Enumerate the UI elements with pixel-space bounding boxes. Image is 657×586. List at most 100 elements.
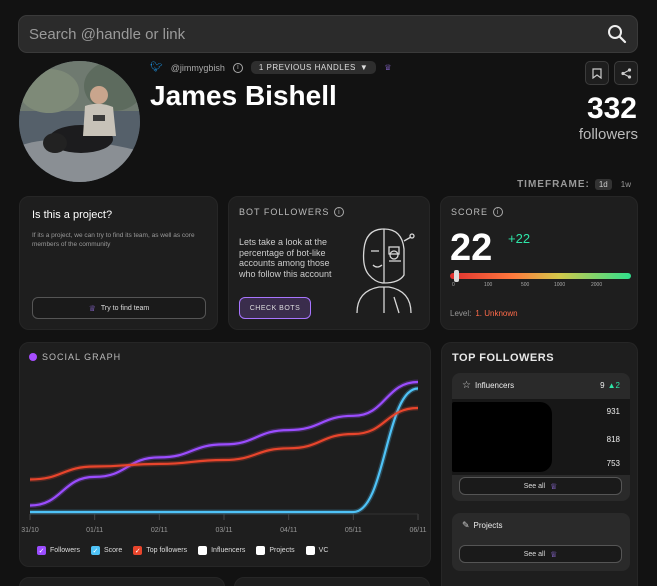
checkbox-icon[interactable] bbox=[198, 546, 208, 555]
influencers-count-value: 9 bbox=[600, 381, 605, 390]
score-title-text: SCORE bbox=[451, 207, 489, 217]
bottom-card-left bbox=[19, 577, 225, 586]
previous-handles-label: 1 PREVIOUS HANDLES bbox=[258, 63, 356, 72]
crown-icon: ♕ bbox=[384, 63, 392, 72]
timeframe-option-1d[interactable]: 1d bbox=[594, 179, 612, 190]
influencer-value: 931 bbox=[606, 407, 620, 416]
x-tick-label: 01/11 bbox=[86, 527, 103, 534]
influencers-label: Influencers bbox=[474, 381, 515, 390]
influencer-value: 818 bbox=[606, 435, 620, 444]
x-tick-label: 05/11 bbox=[345, 527, 362, 534]
scale-tick: 100 bbox=[484, 282, 493, 288]
timeframe-label: TIMEFRAME: bbox=[517, 179, 590, 190]
social-graph-title-text: SOCIAL GRAPH bbox=[42, 352, 122, 362]
purple-dot-icon bbox=[29, 353, 37, 361]
crown-icon: ♕ bbox=[550, 481, 558, 491]
series-line-top-followers bbox=[29, 406, 419, 481]
score-title: SCORE i bbox=[451, 207, 504, 217]
legend-label: Top followers bbox=[146, 547, 188, 554]
share-button[interactable] bbox=[614, 61, 638, 85]
top-followers-title: TOP FOLLOWERS bbox=[452, 352, 555, 364]
influencers-list: 931 818 753 bbox=[452, 399, 630, 475]
x-tick-label: 03/11 bbox=[216, 527, 233, 534]
search-input[interactable] bbox=[29, 25, 607, 43]
star-icon: ☆ bbox=[462, 380, 471, 391]
handle-text[interactable]: @jimmygbish bbox=[170, 62, 225, 73]
score-level-value: 1. Unknown bbox=[475, 309, 518, 318]
check-bots-button[interactable]: CHECK BOTS bbox=[239, 297, 311, 319]
profile-name: James Bishell bbox=[150, 80, 337, 111]
twitter-icon: 🐦︎ bbox=[150, 62, 163, 73]
projects-see-all-button[interactable]: See all ♕ bbox=[459, 545, 622, 563]
legend-item-top-followers[interactable]: ✓ Top followers bbox=[133, 546, 187, 555]
share-icon bbox=[620, 67, 631, 79]
legend-label: Score bbox=[103, 547, 123, 554]
social-graph-chart: 31/10 01/11 02/11 03/11 04/11 05/11 06/11 bbox=[21, 379, 427, 534]
checkbox-icon[interactable] bbox=[256, 546, 266, 555]
score-level-label: Level: bbox=[450, 309, 472, 318]
score-card: SCORE i 22 +22 0 100 500 1000 2000 Level… bbox=[440, 196, 638, 330]
avatar bbox=[19, 61, 140, 182]
followers-count: 332 bbox=[586, 92, 637, 125]
search-bar[interactable] bbox=[18, 15, 638, 53]
score-marker bbox=[453, 270, 459, 282]
checkbox-icon[interactable] bbox=[305, 546, 315, 555]
top-followers-card: TOP FOLLOWERS ☆ Influencers 9 ▲2 931 818… bbox=[441, 342, 638, 586]
series-line-score bbox=[30, 387, 419, 514]
bookmark-icon bbox=[592, 67, 602, 79]
legend-item-projects[interactable]: Projects bbox=[256, 546, 295, 555]
influencers-delta-value: 2 bbox=[615, 381, 620, 390]
x-tick-label: 02/11 bbox=[151, 527, 168, 534]
project-card-body: If its a project, we can try to find its… bbox=[32, 232, 195, 248]
redacted-block bbox=[452, 402, 552, 472]
see-all-label: See all bbox=[523, 550, 546, 558]
chart-legend: ✓ Followers ✓ Score ✓ Top followers Influencer… bbox=[37, 546, 328, 555]
influencer-value: 753 bbox=[606, 459, 620, 468]
info-icon[interactable]: i bbox=[493, 207, 504, 217]
projects-panel: ✎ Projects See all ♕ bbox=[452, 513, 630, 571]
score-gradient-bar bbox=[450, 273, 631, 279]
legend-item-score[interactable]: ✓ Score bbox=[90, 546, 123, 555]
crown-icon: ♕ bbox=[550, 549, 558, 559]
checkbox-icon[interactable]: ✓ bbox=[133, 546, 143, 555]
bottom-card-mid bbox=[234, 577, 430, 586]
influencers-see-all-button[interactable]: See all ♕ bbox=[459, 477, 622, 495]
bot-followers-title-text: BOT FOLLOWERS bbox=[239, 207, 330, 217]
timeframe-option-1w[interactable]: 1w bbox=[620, 180, 631, 189]
info-icon[interactable]: i bbox=[232, 62, 243, 73]
scale-tick: 2000 bbox=[591, 282, 603, 288]
legend-item-followers[interactable]: ✓ Followers bbox=[37, 546, 80, 555]
info-icon[interactable]: i bbox=[334, 207, 345, 217]
followers-label: followers bbox=[578, 126, 638, 143]
influencers-count: 9 ▲2 bbox=[600, 381, 620, 390]
caret-down-icon: ▼ bbox=[359, 63, 369, 72]
previous-handles-dropdown[interactable]: 1 PREVIOUS HANDLES ▼ bbox=[250, 61, 377, 74]
legend-label: Influencers bbox=[211, 547, 246, 554]
crown-icon: ♕ bbox=[88, 303, 96, 313]
x-tick-label: 31/10 bbox=[21, 527, 39, 534]
legend-item-vc[interactable]: VC bbox=[305, 546, 329, 555]
timeframe-selector: TIMEFRAME: 1d 1w bbox=[517, 179, 635, 190]
find-team-label: Try to find team bbox=[100, 304, 150, 312]
scale-tick: 0 bbox=[452, 282, 455, 288]
checkbox-icon[interactable]: ✓ bbox=[90, 546, 100, 555]
influencers-header[interactable]: ☆ Influencers bbox=[462, 380, 514, 391]
projects-header[interactable]: ✎ Projects bbox=[462, 520, 502, 531]
project-card: Is this a project? If its a project, we … bbox=[19, 196, 218, 330]
score-scale: 0 100 500 1000 2000 bbox=[452, 282, 607, 290]
bot-followers-body: Lets take a look at the percentage of bo… bbox=[239, 237, 332, 279]
checkbox-icon[interactable]: ✓ bbox=[37, 546, 46, 555]
legend-item-influencers[interactable]: Influencers bbox=[198, 546, 245, 555]
projects-icon: ✎ bbox=[462, 520, 470, 530]
x-tick-label: 04/11 bbox=[280, 527, 297, 534]
robot-illustration-icon bbox=[356, 228, 415, 314]
bookmark-button[interactable] bbox=[585, 61, 609, 85]
series-glow-score bbox=[30, 386, 419, 515]
legend-label: VC bbox=[318, 547, 329, 554]
search-icon[interactable] bbox=[607, 24, 627, 44]
find-team-button[interactable]: ♕ Try to find team bbox=[32, 297, 206, 319]
legend-label: Projects bbox=[269, 547, 295, 554]
scale-tick: 500 bbox=[521, 282, 530, 288]
x-tick-label: 06/11 bbox=[410, 527, 427, 534]
influencers-delta: ▲2 bbox=[607, 381, 620, 390]
